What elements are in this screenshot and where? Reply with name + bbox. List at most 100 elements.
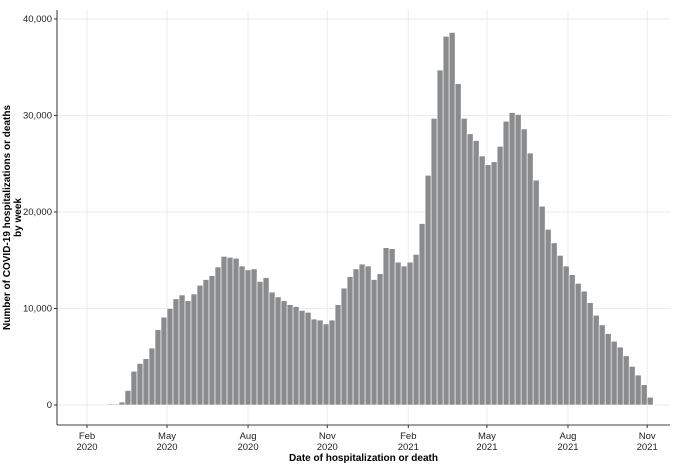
bar	[232, 258, 240, 406]
bar	[424, 175, 432, 406]
bar	[316, 319, 324, 406]
bar	[442, 36, 450, 406]
bar	[196, 285, 204, 406]
bar	[520, 128, 528, 406]
bar	[574, 283, 582, 406]
bar	[190, 293, 198, 406]
bar	[616, 346, 624, 406]
bar	[244, 269, 252, 406]
bar	[604, 333, 612, 406]
bar	[460, 118, 468, 406]
bar	[430, 118, 438, 406]
x-tick-label: Nov 2021	[637, 431, 658, 453]
bar	[106, 403, 114, 406]
bar	[418, 223, 426, 406]
bar	[262, 277, 270, 406]
bar	[172, 298, 180, 406]
bar	[310, 318, 318, 406]
bar	[526, 152, 534, 406]
bar	[502, 120, 510, 406]
bar	[496, 146, 504, 406]
bar	[256, 281, 264, 406]
bar	[346, 276, 354, 406]
bar	[250, 268, 258, 406]
bar	[388, 248, 396, 406]
bar	[142, 358, 150, 406]
bar	[118, 401, 126, 406]
bar	[124, 390, 132, 406]
bar	[358, 263, 366, 406]
bar	[226, 257, 234, 406]
bar	[448, 32, 456, 406]
bar	[370, 279, 378, 406]
bar	[130, 370, 138, 406]
y-tick-label: 10,000	[23, 303, 52, 314]
bar	[184, 300, 192, 406]
bar	[514, 114, 522, 406]
bar	[436, 69, 444, 406]
bar	[274, 296, 282, 406]
bar	[466, 133, 474, 406]
bar	[508, 112, 516, 406]
bar	[628, 366, 636, 406]
bar	[598, 324, 606, 406]
bar	[298, 310, 306, 406]
bar	[400, 265, 408, 406]
bar	[562, 265, 570, 406]
y-tick-label: 40,000	[23, 14, 52, 25]
bar	[220, 256, 228, 406]
bar	[622, 355, 630, 406]
bar	[406, 261, 414, 406]
bar	[292, 306, 300, 406]
bar	[454, 83, 462, 406]
bar	[484, 164, 492, 406]
bar	[280, 300, 288, 406]
bar	[394, 261, 402, 406]
bar	[178, 294, 186, 406]
x-tick-label: Nov 2020	[317, 431, 338, 453]
bar	[160, 316, 168, 406]
bar	[148, 347, 156, 406]
bar	[352, 268, 360, 406]
bar	[286, 304, 294, 406]
y-axis-title-group: Number of COVID-19 hospitalizations or d…	[2, 105, 24, 330]
y-axis-title: by week	[13, 198, 24, 237]
bar	[634, 374, 642, 406]
bar	[214, 266, 222, 406]
y-axis-title: Number of COVID-19 hospitalizations or d…	[2, 105, 13, 330]
x-tick-label: Feb 2020	[76, 431, 97, 453]
y-tick-label: 0	[47, 400, 52, 411]
bar	[136, 363, 144, 406]
bar	[472, 140, 480, 406]
x-tick-label: May 2021	[476, 431, 497, 453]
bar	[376, 273, 384, 406]
x-tick-label: Aug 2020	[237, 431, 258, 453]
bar	[610, 341, 618, 406]
bar	[382, 247, 390, 406]
bar	[208, 275, 216, 406]
bar	[478, 155, 486, 406]
bar	[322, 323, 330, 406]
bar	[166, 308, 174, 406]
bar	[544, 229, 552, 406]
y-tick-label: 20,000	[23, 207, 52, 218]
bar	[586, 302, 594, 406]
bar	[238, 265, 246, 406]
bar	[328, 319, 336, 406]
x-tick-label: Feb 2021	[398, 431, 419, 453]
bar	[304, 312, 312, 406]
bar	[532, 179, 540, 406]
x-tick-label: Aug 2021	[557, 431, 578, 453]
bar	[154, 329, 162, 406]
bar	[592, 314, 600, 406]
bar	[334, 304, 342, 406]
y-tick-label: 30,000	[23, 110, 52, 121]
bar	[340, 287, 348, 406]
bar	[490, 161, 498, 406]
bar	[112, 403, 120, 406]
bar	[646, 396, 654, 406]
x-tick-label: May 2020	[156, 431, 177, 453]
bar	[364, 265, 372, 406]
